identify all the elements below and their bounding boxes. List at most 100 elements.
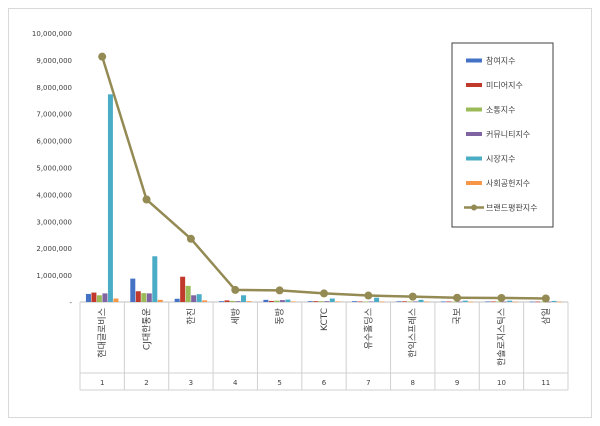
y-tick-label: 5,000,000 (36, 165, 72, 173)
bar (152, 256, 158, 302)
bar (274, 300, 280, 302)
bar (352, 301, 358, 302)
legend-swatch (466, 156, 482, 161)
bar (174, 298, 180, 302)
bar (418, 299, 424, 302)
line-point (231, 285, 240, 294)
y-tick-label: 1,000,000 (36, 272, 72, 280)
bar (557, 301, 563, 303)
rank-label: 9 (455, 379, 459, 387)
rank-label: 11 (541, 379, 550, 387)
line-marks (98, 52, 550, 303)
x-axis-labels: 현대글로비스 1 CJ대한통운 2 한진 3 세방 4 동방 5 KCTC 6 유수홀딩스 7 한익스프레스… (97, 308, 552, 387)
bar (423, 301, 429, 303)
bar (324, 301, 330, 302)
legend-label: 브랜드평판지수 (486, 203, 538, 213)
bar-marks (85, 94, 563, 303)
bar (335, 301, 341, 303)
y-tick-label: 4,000,000 (36, 191, 72, 199)
category-label: 한익스프레스 (407, 308, 419, 358)
y-tick-label: 8,000,000 (36, 84, 72, 92)
y-tick-label: - (69, 299, 72, 307)
bar (379, 301, 385, 303)
bar (235, 301, 241, 302)
bar (141, 293, 147, 302)
rank-label: 7 (366, 379, 370, 387)
bar (224, 300, 230, 302)
line-point (453, 293, 462, 302)
line-point (186, 234, 195, 243)
category-label: 유수홀딩스 (362, 308, 374, 349)
legend-swatch (466, 132, 482, 136)
bar (230, 300, 236, 302)
rank-label: 2 (144, 379, 148, 387)
y-tick-label: 6,000,000 (36, 138, 72, 146)
line-point (275, 286, 284, 295)
bar (451, 301, 457, 303)
bar (546, 301, 552, 303)
bar (130, 278, 136, 302)
bar (363, 301, 369, 303)
bar (219, 301, 225, 302)
bar (191, 295, 197, 302)
category-label: 현대글로비스 (97, 308, 108, 358)
bar (318, 301, 324, 302)
bar (285, 299, 291, 302)
bar (446, 301, 452, 303)
line-point (320, 289, 328, 298)
bar (180, 276, 186, 302)
category-label: KCTC (320, 308, 330, 331)
category-label: 한진 (186, 308, 197, 325)
bar (329, 298, 335, 302)
line-point (497, 293, 506, 302)
legend-label: 소통지수 (486, 106, 515, 115)
bar (507, 300, 513, 302)
rank-label: 8 (410, 379, 414, 387)
rank-label: 1 (100, 379, 104, 387)
legend-label: 참여지수 (486, 56, 515, 66)
line-point (541, 294, 550, 303)
bar (551, 300, 557, 302)
line-point (408, 292, 417, 301)
bar (368, 301, 374, 303)
legend-line-marker (471, 204, 477, 211)
legend-swatch (466, 58, 482, 63)
y-tick-label: 9,000,000 (36, 57, 72, 65)
bar (540, 301, 546, 303)
bar (85, 293, 91, 302)
bar (501, 301, 507, 303)
bar (496, 301, 502, 303)
bar (457, 301, 463, 303)
rank-label: 6 (322, 379, 327, 387)
legend-label: 시장지수 (486, 154, 515, 164)
y-tick-label: 7,000,000 (36, 111, 72, 119)
line-point (98, 52, 107, 61)
bar (374, 297, 380, 302)
bar (290, 301, 296, 303)
category-label: 삼일 (541, 308, 552, 325)
bar (407, 301, 413, 303)
category-label: 세방 (230, 308, 241, 325)
bar (512, 301, 518, 303)
bar (307, 301, 313, 302)
category-label: 동방 (275, 308, 286, 325)
legend-swatch (466, 107, 482, 112)
legend-swatch (466, 83, 482, 87)
line-point (364, 291, 373, 300)
bar (135, 291, 141, 302)
bar (279, 300, 285, 302)
bar (468, 301, 474, 303)
bar (535, 301, 541, 303)
bar (357, 301, 363, 303)
bar (91, 292, 97, 302)
bar (490, 301, 496, 303)
legend-label: 미디어지수 (486, 80, 523, 90)
rank-label: 4 (233, 379, 238, 387)
legend-label: 사회공헌지수 (486, 179, 530, 188)
rank-label: 3 (189, 379, 193, 387)
bar (485, 301, 491, 303)
bar (102, 293, 108, 302)
chart-axes: - 1,000,000 2,000,000 3,000,000 4,000,000 5,0… (32, 30, 569, 391)
